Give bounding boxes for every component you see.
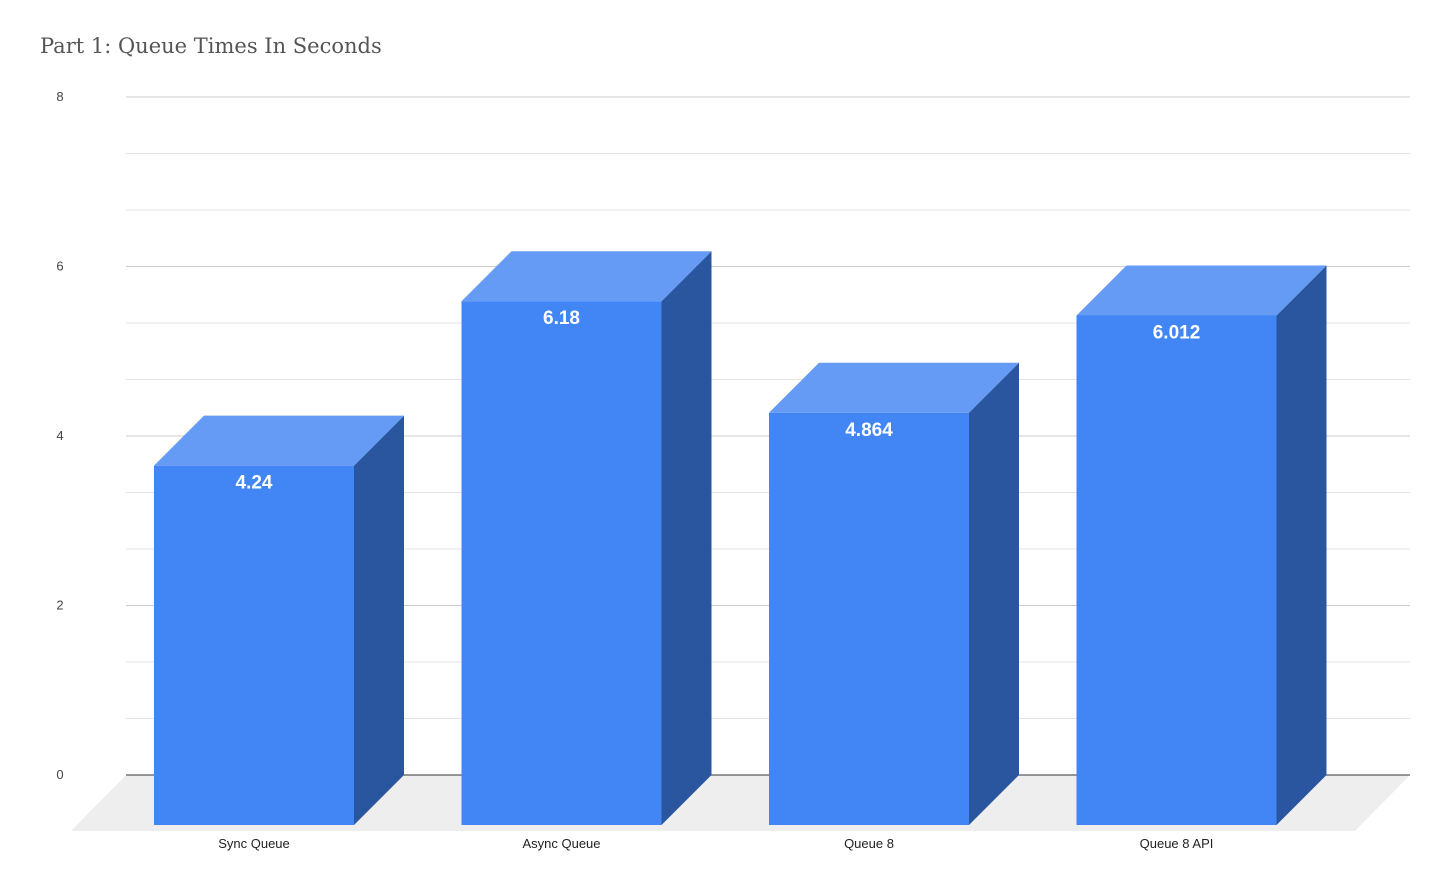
bar-top [154, 415, 404, 466]
x-tick-label: Sync Queue [218, 836, 290, 851]
bar-top [769, 362, 1019, 413]
y-tick-label: 4 [56, 428, 63, 443]
bar [154, 465, 354, 825]
x-tick-label: Queue 8 [844, 836, 894, 851]
bar-top [1076, 265, 1327, 316]
data-label: 4.864 [845, 420, 893, 441]
bar [769, 412, 969, 825]
x-tick-label: Queue 8 API [1140, 836, 1214, 851]
y-tick-label: 2 [56, 598, 63, 613]
chart-title: Part 1: Queue Times In Seconds [40, 34, 382, 58]
y-tick-label: 0 [56, 767, 63, 782]
data-label: 6.012 [1153, 322, 1201, 343]
y-tick-label: 6 [56, 259, 63, 274]
chart-floor [71, 775, 1410, 831]
bar-side [969, 362, 1019, 825]
bar-top [461, 251, 712, 302]
data-label: 4.24 [236, 473, 273, 494]
bar [1076, 315, 1277, 825]
bar-side [1276, 265, 1327, 825]
bar-side [354, 415, 404, 825]
y-tick-label: 8 [56, 89, 63, 104]
bar-side [661, 251, 712, 825]
x-tick-label: Async Queue [522, 836, 600, 851]
bar [461, 301, 662, 825]
data-label: 6.18 [543, 308, 580, 329]
